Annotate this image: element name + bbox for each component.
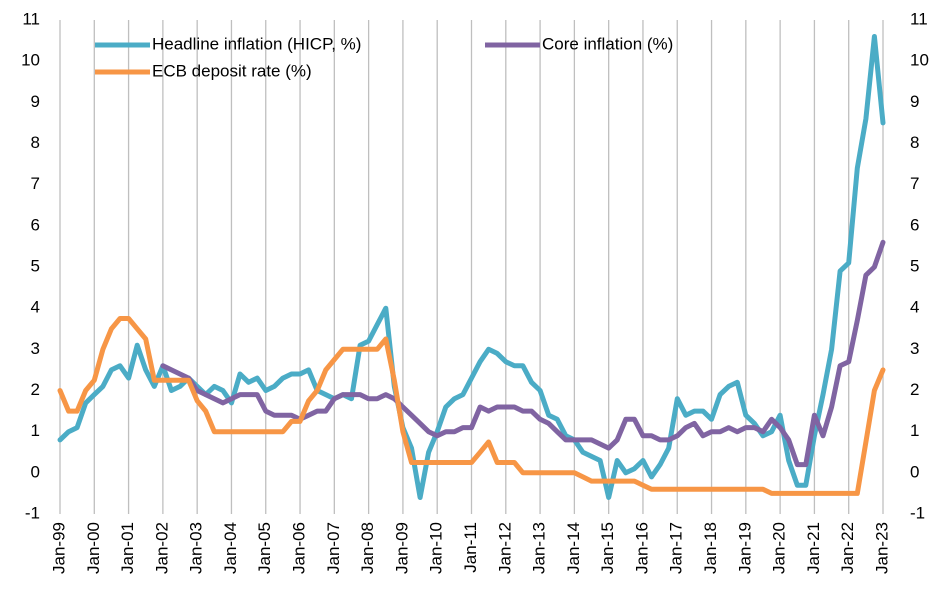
y-tick-label: 2 <box>31 380 40 399</box>
y2-tick-label: 11 <box>910 9 928 28</box>
x-tick-label: Jan-16 <box>632 522 651 574</box>
y2-tick-label: -1 <box>910 503 925 522</box>
legend-label: ECB deposit rate (%) <box>152 61 312 80</box>
y2-tick-label: 3 <box>910 339 919 358</box>
x-tick-label: Jan-01 <box>118 522 137 574</box>
x-tick-label: Jan-05 <box>255 522 274 574</box>
y2-tick-label: 6 <box>910 215 919 234</box>
y2-tick-label: 10 <box>910 51 929 70</box>
y2-tick-label: 0 <box>910 462 919 481</box>
y-tick-label: 7 <box>31 174 40 193</box>
x-tick-label: Jan-18 <box>701 522 720 574</box>
y-tick-label: 5 <box>31 256 40 275</box>
y2-tick-label: 9 <box>910 92 919 111</box>
x-tick-label: Jan-02 <box>152 522 171 574</box>
y-tick-label: 0 <box>31 462 40 481</box>
x-tick-label: Jan-03 <box>187 522 206 574</box>
x-tick-label: Jan-00 <box>84 522 103 574</box>
x-tick-label: Jan-99 <box>49 522 68 574</box>
x-tick-label: Jan-07 <box>324 522 343 574</box>
y2-tick-label: 5 <box>910 256 919 275</box>
y-tick-label: 8 <box>31 133 40 152</box>
y2-tick-label: 8 <box>910 133 919 152</box>
y-tick-label: 9 <box>31 92 40 111</box>
y-tick-label: 4 <box>31 298 40 317</box>
y-tick-label: 3 <box>31 339 40 358</box>
x-tick-label: Jan-13 <box>530 522 549 574</box>
x-tick-label: Jan-22 <box>838 522 857 574</box>
y2-tick-label: 2 <box>910 380 919 399</box>
x-tick-label: Jan-12 <box>495 522 514 574</box>
x-tick-label: Jan-17 <box>667 522 686 574</box>
y2-tick-label: 7 <box>910 174 919 193</box>
y2-tick-label: 4 <box>910 298 919 317</box>
x-tick-label: Jan-06 <box>290 522 309 574</box>
x-tick-label: Jan-20 <box>770 522 789 574</box>
legend-label: Core inflation (%) <box>542 34 673 53</box>
series-line <box>57 316 886 496</box>
y-tick-label: 6 <box>31 215 40 234</box>
x-tick-label: Jan-23 <box>872 522 891 574</box>
x-tick-label: Jan-04 <box>221 522 240 574</box>
y-tick-label: 11 <box>22 9 40 28</box>
y-tick-label: -1 <box>25 503 40 522</box>
legend-label: Headline inflation (HICP, %) <box>152 34 361 53</box>
x-tick-label: Jan-08 <box>358 522 377 574</box>
x-tick-label: Jan-14 <box>564 522 583 574</box>
y-tick-label: 10 <box>21 51 40 70</box>
x-tick-label: Jan-15 <box>598 522 617 574</box>
x-tick-label: Jan-19 <box>735 522 754 574</box>
x-tick-label: Jan-10 <box>427 522 446 574</box>
y2-tick-label: 1 <box>910 421 919 440</box>
x-tick-label: Jan-09 <box>392 522 411 574</box>
x-tick-label: Jan-11 <box>461 522 480 573</box>
series-line <box>160 239 886 468</box>
x-tick-label: Jan-21 <box>804 522 823 574</box>
y-tick-label: 1 <box>31 421 40 440</box>
